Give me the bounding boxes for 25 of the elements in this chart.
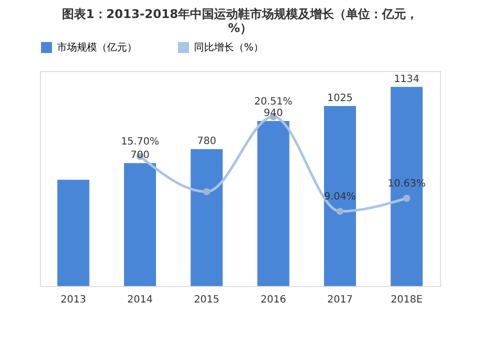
- data-label: 780: [197, 136, 216, 148]
- data-label: 700: [130, 150, 150, 162]
- bar: [124, 163, 156, 286]
- x-tick-label: 2016: [260, 294, 286, 306]
- x-tick-label: 2015: [194, 294, 220, 306]
- x-tick-label: 2013: [60, 294, 86, 306]
- data-label: 15.70%: [120, 136, 160, 148]
- data-label: 1025: [327, 93, 353, 104]
- point: [203, 188, 210, 196]
- data-label: 9.04%: [324, 191, 356, 202]
- data-label: 940: [264, 108, 283, 119]
- x-tick-label: 2014: [127, 294, 153, 306]
- point: [403, 194, 410, 202]
- data-label: 1134: [394, 74, 420, 85]
- legend-label: 同比增长（%）: [194, 42, 264, 54]
- x-tick-label: 2017: [327, 294, 353, 306]
- bar: [324, 106, 356, 286]
- point: [336, 208, 344, 215]
- bar: [257, 120, 290, 286]
- chart-title: 图表1：2013-2018年中国运动鞋市场规模及增长（单位：亿元，%）: [62, 7, 418, 35]
- bar: [57, 180, 90, 286]
- bar: [190, 149, 223, 286]
- legend-label: 市场规模（亿元）: [57, 42, 137, 54]
- data-label: 20.51%: [254, 96, 292, 108]
- x-tick-label: 2018E: [390, 294, 423, 306]
